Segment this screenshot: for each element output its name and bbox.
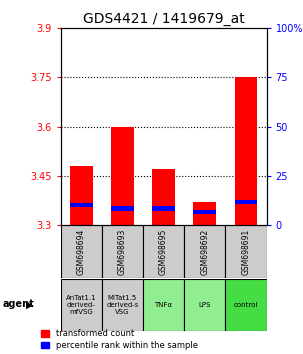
Bar	[70, 203, 92, 207]
Bar	[184, 279, 225, 331]
Text: GSM698695: GSM698695	[159, 228, 168, 275]
Bar	[143, 225, 184, 278]
Bar	[102, 225, 143, 278]
Bar	[225, 279, 267, 331]
Text: agent: agent	[3, 299, 35, 309]
Bar	[143, 279, 184, 331]
Bar	[235, 78, 257, 225]
Text: TNFα: TNFα	[155, 302, 173, 308]
Bar	[102, 279, 143, 331]
Text: GSM698693: GSM698693	[118, 228, 127, 275]
Bar	[61, 279, 102, 331]
Bar	[225, 225, 267, 278]
Text: LPS: LPS	[199, 302, 211, 308]
Text: MiTat1.5
derived-s
VSG: MiTat1.5 derived-s VSG	[106, 295, 138, 315]
Bar	[184, 225, 225, 278]
Bar	[70, 166, 92, 225]
Bar	[194, 202, 216, 225]
Text: GSM698692: GSM698692	[200, 229, 209, 275]
Legend: transformed count, percentile rank within the sample: transformed count, percentile rank withi…	[41, 329, 198, 350]
Bar	[61, 225, 102, 278]
Text: GSM698691: GSM698691	[241, 229, 251, 275]
Bar	[235, 200, 257, 204]
Text: GSM698694: GSM698694	[77, 228, 86, 275]
Bar	[111, 206, 134, 211]
Bar	[111, 126, 134, 225]
Title: GDS4421 / 1419679_at: GDS4421 / 1419679_at	[83, 12, 245, 26]
Text: control: control	[234, 302, 258, 308]
Bar	[194, 210, 216, 214]
Bar	[152, 169, 175, 225]
Bar	[152, 206, 175, 211]
Text: AnTat1.1
derived-
mfVSG: AnTat1.1 derived- mfVSG	[66, 295, 97, 315]
Text: ▶: ▶	[26, 299, 33, 309]
